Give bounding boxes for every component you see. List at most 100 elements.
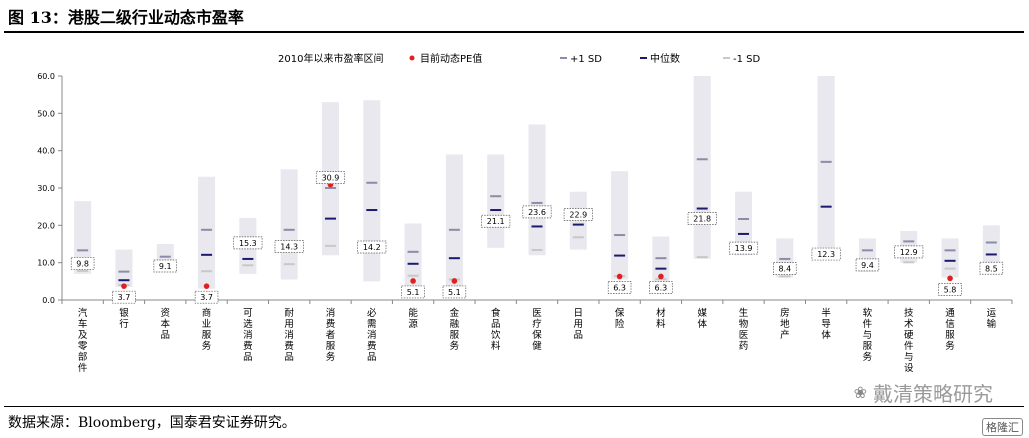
- data-label-box: [649, 281, 673, 294]
- data-label: 5.1: [448, 288, 461, 297]
- data-label-box: [855, 258, 880, 272]
- data-label: 3.7: [200, 293, 213, 302]
- category-label-char: 融: [450, 319, 460, 330]
- pe-range-chart: 2010年以来市盈率区间 目前动态PE值 +1 SD 中位数 -1 SD 0.0 10.0 2…: [37, 52, 1013, 374]
- data-label: 6.3: [613, 283, 626, 292]
- data-label-box: [773, 262, 797, 275]
- data-label: 30.9: [322, 174, 340, 183]
- category-label-char: 输: [987, 318, 997, 330]
- data-label: 15.3: [239, 239, 257, 248]
- category-label-char: 与: [863, 330, 873, 341]
- range-bar: [74, 201, 92, 274]
- category-label-char: 消: [243, 329, 253, 341]
- category-label-char: 品: [284, 352, 294, 363]
- category-label-char: 房: [780, 307, 790, 319]
- category-label-char: 运: [987, 308, 997, 319]
- category-label: 通信服务: [945, 308, 955, 352]
- category-label-char: 件: [904, 340, 914, 352]
- category-label-char: 品: [367, 352, 377, 363]
- category-label-char: 消: [367, 329, 377, 341]
- category-label: 银行: [119, 307, 129, 330]
- category-label-char: 者: [326, 330, 336, 341]
- category-label-char: 保: [532, 329, 542, 341]
- legend-plus-sd-label: +1 SD: [570, 54, 602, 65]
- data-label: 12.9: [900, 248, 918, 257]
- category-label-char: 体: [821, 329, 831, 341]
- range-bar: [280, 169, 298, 280]
- category-label-char: 体: [697, 318, 707, 330]
- category-label: 资本品: [161, 308, 171, 341]
- category-label: 技术硬件与设: [904, 307, 914, 374]
- y-tick-label: 30.0: [37, 184, 55, 193]
- range-bar: [982, 225, 1000, 272]
- category-label-char: 务: [863, 351, 873, 363]
- category-label-char: 选: [243, 318, 253, 330]
- source-rule: [4, 406, 1024, 407]
- category-label: 消费者服务: [326, 307, 336, 363]
- category-label-char: 食: [491, 307, 501, 319]
- category-label-char: 医: [532, 308, 542, 319]
- data-label: 12.3: [817, 250, 835, 259]
- range-bar: [198, 176, 216, 289]
- category-label-char: 物: [739, 318, 749, 330]
- data-label-box: [233, 236, 263, 250]
- category-label-char: 地: [780, 318, 790, 330]
- current-pe-dot: [121, 283, 127, 289]
- category-label-char: 品: [574, 330, 584, 341]
- category-label-char: 能: [408, 307, 418, 319]
- category-label: 材料: [656, 307, 666, 330]
- category-label-char: 保: [615, 307, 625, 319]
- watermark-text: 戴清策略研究: [873, 382, 993, 406]
- category-label: 可选消费品: [243, 308, 253, 363]
- category-label-char: 媒: [697, 307, 707, 319]
- category-label-char: 品: [161, 330, 171, 341]
- data-label-box: [563, 208, 593, 221]
- category-label-char: 料: [656, 318, 666, 330]
- category-label-char: 疗: [532, 318, 542, 330]
- data-label-box: [938, 282, 962, 296]
- category-label-char: 药: [739, 341, 749, 352]
- category-label-char: 可: [243, 308, 253, 319]
- data-label-box: [274, 240, 304, 253]
- data-label: 14.3: [280, 243, 298, 252]
- category-label-char: 费: [243, 340, 253, 352]
- category-label: 商业服务: [202, 307, 212, 352]
- category-label-char: 硬: [904, 330, 914, 341]
- category-label-char: 及: [78, 330, 88, 341]
- y-tick-label: 60.0: [37, 72, 55, 81]
- figure-title: 图 13：港股二级行业动态市盈率: [8, 8, 244, 27]
- category-label-char: 品: [491, 319, 501, 330]
- category-label-char: 源: [408, 319, 418, 330]
- category-label-char: 饮: [491, 329, 501, 341]
- data-label-box: [112, 290, 136, 304]
- data-label: 6.3: [655, 283, 668, 292]
- category-label-char: 行: [119, 318, 129, 330]
- category-label-char: 消: [284, 329, 294, 341]
- category-label-char: 务: [326, 351, 336, 363]
- category-label: 半导体: [821, 307, 831, 341]
- data-label: 21.1: [487, 217, 505, 226]
- category-label-char: 零: [78, 341, 88, 352]
- category-label-char: 金: [450, 307, 460, 319]
- category-label-char: 消: [326, 307, 336, 319]
- category-label: 食品饮料: [491, 307, 501, 352]
- category-label-char: 费: [326, 318, 336, 330]
- current-pe-dot: [947, 275, 953, 282]
- data-label-box: [442, 285, 467, 299]
- category-label-char: 服: [326, 341, 336, 352]
- data-label: 9.8: [76, 259, 89, 268]
- category-label-char: 通: [945, 308, 955, 319]
- category-label-char: 术: [904, 318, 914, 330]
- category-label-char: 件: [863, 318, 873, 330]
- category-label-char: 费: [284, 340, 294, 352]
- category-label-char: 日: [574, 308, 584, 319]
- category-label: 生物医药: [739, 307, 749, 352]
- category-label-char: 资: [161, 308, 171, 319]
- category-label-char: 件: [78, 362, 88, 374]
- category-label-char: 服: [450, 330, 460, 341]
- legend-range-label: 2010年以来市盈率区间: [278, 52, 383, 65]
- current-pe-dot: [451, 278, 458, 284]
- legend-minus-sd-label: -1 SD: [733, 54, 760, 65]
- data-label-box: [522, 205, 552, 219]
- category-label: 医疗保健: [532, 308, 542, 352]
